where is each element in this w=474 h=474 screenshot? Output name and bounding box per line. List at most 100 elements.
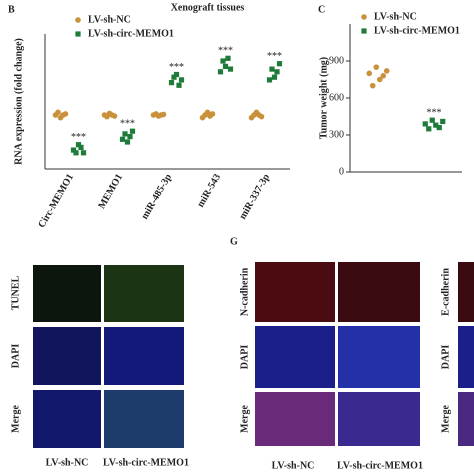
significance: *** bbox=[120, 118, 135, 129]
image bbox=[33, 327, 101, 385]
image bbox=[338, 262, 420, 322]
legend-label: LV-sh-circ-MEMO1 bbox=[374, 25, 460, 36]
dot bbox=[80, 150, 87, 156]
dot bbox=[222, 63, 229, 69]
dot bbox=[258, 113, 265, 120]
dot bbox=[168, 80, 175, 86]
dot bbox=[111, 113, 118, 119]
image bbox=[104, 390, 184, 448]
row-label: E-cadherin bbox=[440, 268, 451, 316]
image-grid bbox=[33, 262, 474, 448]
dot bbox=[369, 82, 376, 89]
dot bbox=[380, 73, 387, 79]
dot bbox=[440, 118, 446, 125]
column-label: LV-sh-circ-MEMO1 bbox=[337, 460, 423, 471]
row-label: DAPI bbox=[239, 345, 250, 370]
dot bbox=[366, 70, 373, 77]
legend-label: LV-sh-NC bbox=[88, 14, 131, 25]
row-label: Merge bbox=[10, 405, 21, 433]
image bbox=[255, 392, 335, 446]
y-axis-label: Tumor weight (mg) bbox=[318, 57, 329, 139]
significance: *** bbox=[169, 62, 184, 73]
dot bbox=[62, 111, 69, 117]
chart-title: Xenograft tissues bbox=[171, 2, 245, 13]
dot bbox=[266, 77, 273, 83]
legend-marker bbox=[75, 31, 81, 37]
image bbox=[255, 262, 335, 322]
image bbox=[33, 390, 101, 448]
row-label: TUNEL bbox=[10, 275, 21, 310]
legend-label: LV-sh-circ-MEMO1 bbox=[88, 28, 174, 39]
dot bbox=[422, 121, 428, 127]
y-axis-label: RNA expression (fold change) bbox=[13, 38, 24, 165]
dot bbox=[429, 117, 435, 123]
row-label: N-cadherin bbox=[239, 267, 250, 316]
dot bbox=[274, 69, 280, 75]
image bbox=[33, 265, 101, 322]
dot bbox=[127, 134, 133, 140]
dot bbox=[376, 76, 383, 83]
image bbox=[338, 392, 420, 446]
dot bbox=[217, 69, 224, 75]
x-tick-label: Circ-MEMO1 bbox=[36, 172, 76, 230]
dot bbox=[75, 142, 82, 148]
dot bbox=[173, 71, 180, 78]
y-tick-label: 600 bbox=[329, 92, 344, 103]
dot bbox=[225, 55, 231, 61]
legend-marker bbox=[361, 14, 367, 20]
image bbox=[458, 392, 474, 446]
dot bbox=[209, 111, 216, 117]
dot bbox=[276, 61, 283, 67]
y-tick-label: 300 bbox=[329, 129, 344, 140]
dot bbox=[178, 77, 185, 83]
dot bbox=[383, 68, 390, 74]
panel-label: B bbox=[8, 4, 15, 15]
x-tick-label: miR-543 bbox=[195, 172, 223, 209]
x-tick-label: MEMO1 bbox=[96, 172, 125, 211]
dot bbox=[271, 74, 278, 80]
column-label: LV-sh-circ-MEMO1 bbox=[103, 457, 189, 468]
dot bbox=[373, 64, 380, 70]
image bbox=[255, 326, 335, 388]
dot bbox=[119, 136, 126, 142]
image bbox=[458, 326, 474, 388]
row-label: DAPI bbox=[10, 344, 21, 369]
dot bbox=[160, 111, 167, 118]
y-tick-label: 0 bbox=[339, 166, 344, 177]
dot bbox=[227, 66, 234, 72]
dot bbox=[73, 150, 79, 156]
legend-marker bbox=[361, 28, 367, 34]
significance: *** bbox=[267, 51, 282, 62]
panel-label: C bbox=[318, 4, 325, 15]
dot bbox=[122, 131, 128, 137]
row-label: DAPI bbox=[440, 345, 451, 370]
x-tick-label: miR-337-3p bbox=[237, 172, 272, 222]
dot bbox=[436, 125, 442, 131]
image bbox=[104, 265, 184, 322]
significance: *** bbox=[71, 132, 86, 143]
panel-label: G bbox=[230, 236, 238, 247]
dot bbox=[78, 144, 84, 150]
legend-label: LV-sh-NC bbox=[374, 11, 417, 22]
image bbox=[338, 326, 420, 388]
dot bbox=[171, 74, 177, 80]
row-label: Merge bbox=[239, 405, 250, 433]
significance: *** bbox=[427, 107, 442, 118]
significance: *** bbox=[218, 46, 233, 57]
x-tick-label: miR-485-3p bbox=[139, 172, 174, 222]
row-label: Merge bbox=[440, 405, 451, 433]
image bbox=[104, 327, 184, 385]
column-label: LV-sh-NC bbox=[272, 460, 315, 471]
dot bbox=[70, 147, 77, 153]
dot bbox=[269, 66, 275, 72]
dot bbox=[176, 82, 182, 88]
dot bbox=[124, 139, 131, 145]
image bbox=[458, 262, 474, 322]
dot bbox=[433, 122, 439, 128]
legend-marker bbox=[75, 17, 81, 23]
dot bbox=[426, 126, 432, 132]
dot bbox=[129, 128, 136, 134]
y-tick-label: 900 bbox=[329, 55, 344, 66]
dot bbox=[55, 109, 61, 116]
